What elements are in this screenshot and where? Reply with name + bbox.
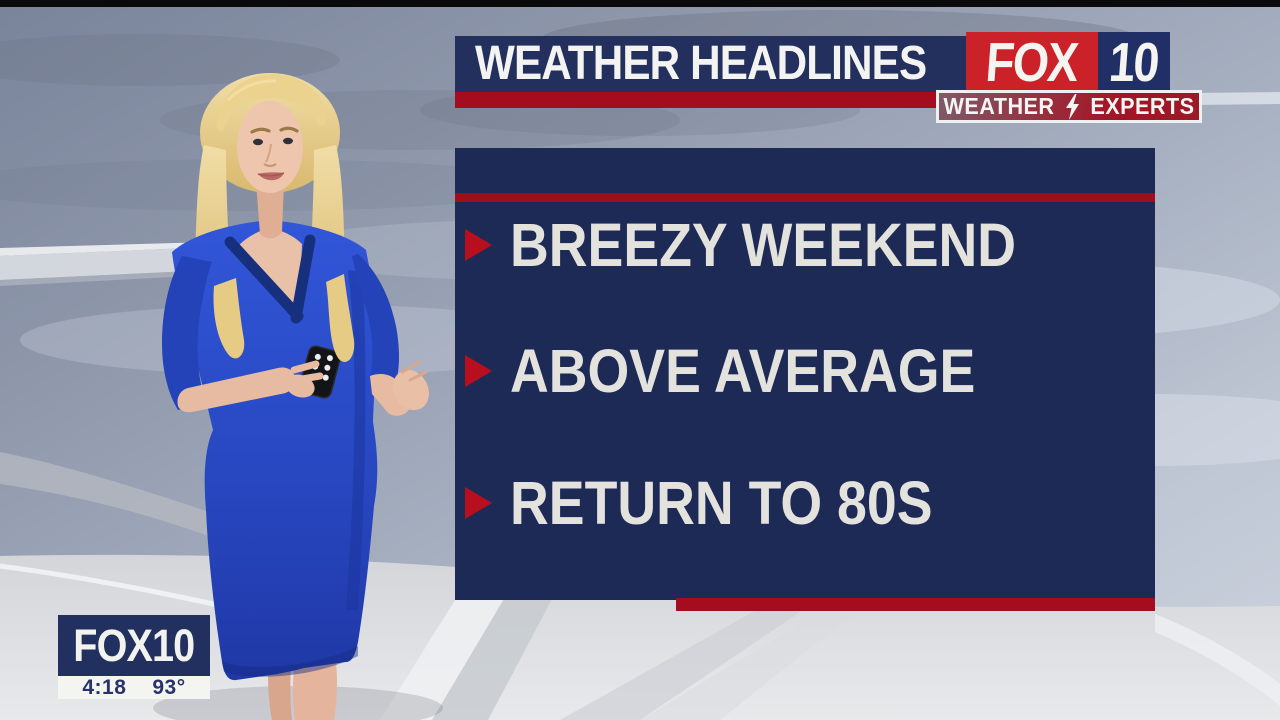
station-bug-brand: FOX10 <box>73 619 195 671</box>
station-bug-temperature: 93° <box>152 675 186 699</box>
letterbox-bar <box>0 0 1280 7</box>
banner-title: WEATHER HEADLINES <box>475 37 927 90</box>
fox-logo-channel-box: 10 <box>1098 31 1170 93</box>
headline-row: BREEZY WEEKEND <box>465 206 1085 284</box>
fox-logo-network-box: FOX <box>966 31 1098 93</box>
station-bug-logo: FOX10 <box>58 615 210 676</box>
headline-label: BREEZY WEEKEND <box>510 211 1017 279</box>
headline-row: ABOVE AVERAGE <box>465 332 1039 410</box>
fox-logo-network: FOX <box>984 31 1080 93</box>
panel-top-rule <box>455 193 1155 202</box>
station-bug-info: 4:18 93° <box>58 676 210 699</box>
badge-weather-label: WEATHER <box>943 93 1055 119</box>
red-triangle-icon <box>465 487 492 519</box>
headline-label: RETURN TO 80S <box>510 469 933 537</box>
panel-bottom-rule <box>676 598 1155 611</box>
station-bug-time: 4:18 <box>82 675 127 699</box>
red-triangle-icon <box>465 229 492 261</box>
weather-presenter <box>153 73 443 720</box>
station-bug: FOX10 4:18 93° <box>58 615 210 699</box>
weather-experts-badge: WEATHER EXPERTS <box>936 90 1202 123</box>
headline-label: ABOVE AVERAGE <box>510 337 976 405</box>
fox10-logo: FOX 10 <box>966 31 1170 93</box>
headline-panel: BREEZY WEEKEND ABOVE AVERAGE RETURN TO 8… <box>455 148 1155 600</box>
headline-row: RETURN TO 80S <box>465 464 990 542</box>
red-triangle-icon <box>465 355 492 387</box>
fox-logo-channel: 10 <box>1107 31 1161 93</box>
lightning-bolt-icon <box>1066 93 1080 120</box>
badge-experts-label: EXPERTS <box>1090 93 1195 119</box>
